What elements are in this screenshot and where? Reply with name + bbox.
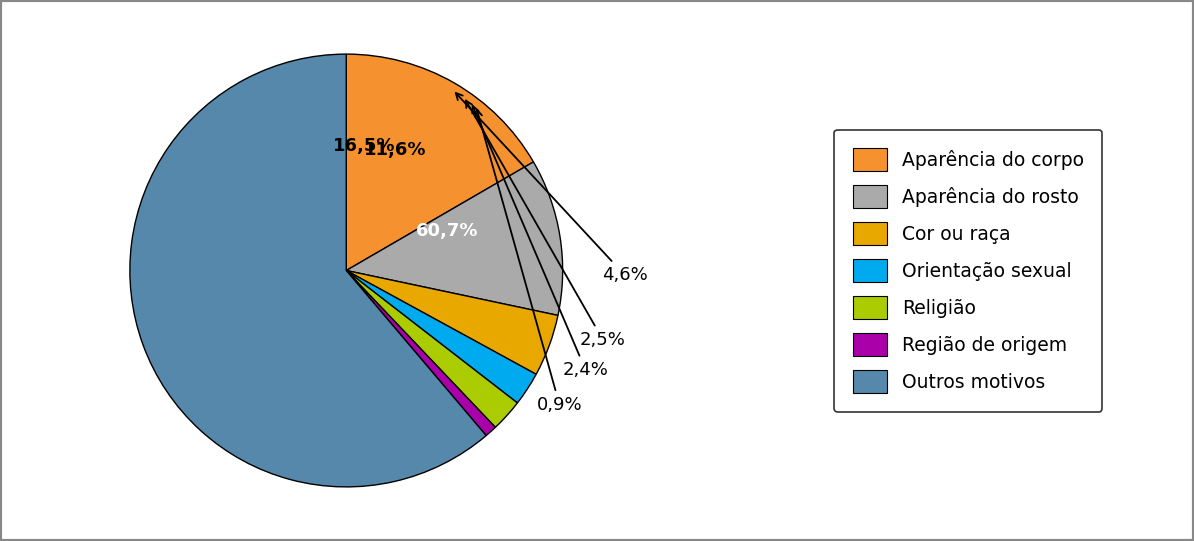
Text: 4,6%: 4,6% [456,93,647,284]
Legend: Aparência do corpo, Aparência do rosto, Cor ou raça, Orientação sexual, Religião: Aparência do corpo, Aparência do rosto, … [835,129,1102,412]
Text: 0,9%: 0,9% [475,110,583,414]
Text: 2,4%: 2,4% [473,106,609,379]
Wedge shape [346,162,562,315]
Wedge shape [346,270,558,374]
Text: 60,7%: 60,7% [416,222,479,240]
Wedge shape [346,270,496,436]
Text: 2,5%: 2,5% [466,101,626,349]
Wedge shape [346,270,536,403]
Wedge shape [346,270,517,427]
Wedge shape [130,54,486,487]
Wedge shape [346,54,534,270]
Text: 11,6%: 11,6% [364,141,426,160]
Text: 16,5%: 16,5% [333,137,395,155]
